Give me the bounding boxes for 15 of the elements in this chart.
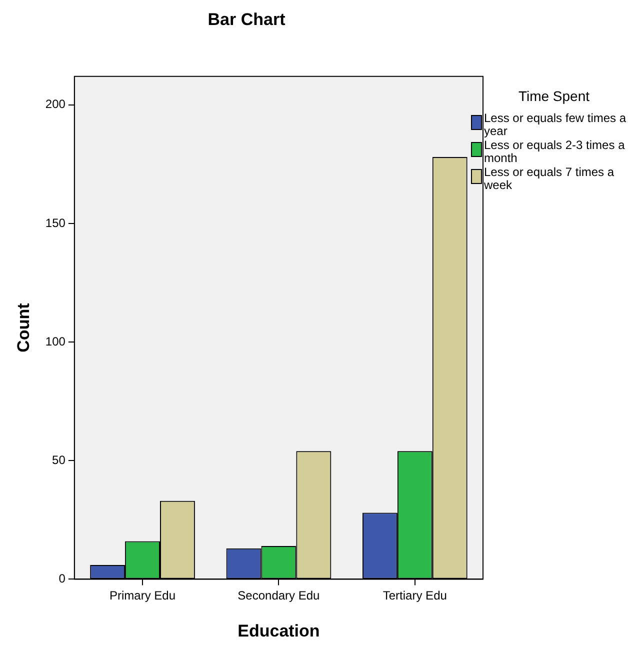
legend-label: Less or equals few times a year xyxy=(484,111,627,138)
legend-title: Time Spent xyxy=(517,88,591,104)
x-axis-title: Education xyxy=(238,621,320,640)
legend-label: Less or equals 7 times a week xyxy=(484,165,616,192)
x-tick-label: Secondary Edu xyxy=(238,588,320,603)
chart-title: Bar Chart xyxy=(208,10,286,29)
y-tick-label: 50 xyxy=(52,452,66,467)
y-axis-title: Count xyxy=(14,302,33,352)
legend-label: Less or equals 2-3 times a month xyxy=(484,138,626,165)
x-tick-label: Primary Edu xyxy=(110,588,176,603)
y-tick-label: 150 xyxy=(45,216,66,230)
y-tick-label: 200 xyxy=(45,97,66,112)
y-tick-label: 0 xyxy=(58,572,66,586)
y-tick-label: 100 xyxy=(45,334,66,348)
x-tick-label: Tertiary Edu xyxy=(382,588,447,603)
